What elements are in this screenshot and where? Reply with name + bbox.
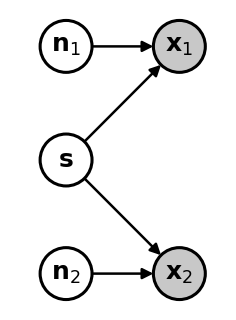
Text: $\mathbf{x}_{1}$: $\mathbf{x}_{1}$ (165, 34, 193, 58)
Ellipse shape (40, 134, 92, 186)
Ellipse shape (40, 248, 92, 300)
Text: $\mathbf{s}$: $\mathbf{s}$ (58, 148, 74, 172)
Ellipse shape (40, 20, 92, 72)
Text: $\mathbf{n}_{2}$: $\mathbf{n}_{2}$ (51, 262, 81, 285)
Text: $\mathbf{x}_{2}$: $\mathbf{x}_{2}$ (165, 262, 193, 285)
Ellipse shape (153, 248, 205, 300)
Ellipse shape (153, 20, 205, 72)
Text: $\mathbf{n}_{1}$: $\mathbf{n}_{1}$ (51, 34, 81, 58)
